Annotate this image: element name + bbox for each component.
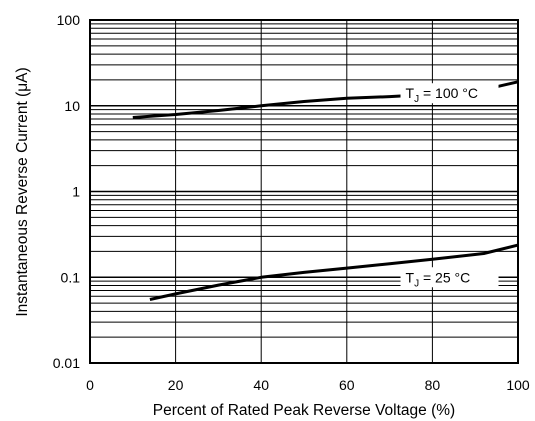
y-tick-label: 1 — [72, 184, 80, 200]
y-tick-label: 100 — [57, 12, 81, 28]
x-tick-labels: 0 20 40 60 80 100 — [86, 377, 530, 393]
series-line-1 — [149, 243, 519, 301]
series-labels: TJ = 100 °C TJ = 25 °C — [400, 83, 499, 289]
x-tick-label: 100 — [506, 377, 530, 393]
series-label-text: TJ = 100 °C — [406, 85, 478, 105]
series-label-background — [400, 267, 499, 288]
y-tick-label: 0.1 — [61, 269, 81, 285]
series-label-0: TJ = 100 °C — [400, 83, 499, 105]
series-label-1: TJ = 25 °C — [400, 267, 499, 289]
series-label-background — [400, 83, 499, 104]
y-tick-label: 10 — [64, 98, 80, 114]
grid — [90, 20, 518, 363]
y-tick-label: 0.01 — [53, 355, 80, 371]
y-axis-title: Instantaneous Reverse Current (μA) — [14, 67, 31, 316]
series-label-text: TJ = 25 °C — [406, 269, 471, 289]
x-axis-title: Percent of Rated Peak Reverse Voltage (%… — [153, 402, 455, 419]
y-tick-labels: 0.01 0.1 1 10 100 — [53, 12, 80, 371]
x-tick-label: 60 — [339, 377, 355, 393]
x-tick-label: 80 — [425, 377, 441, 393]
x-tick-label: 0 — [86, 377, 94, 393]
x-tick-label: 40 — [253, 377, 269, 393]
x-tick-label: 20 — [168, 377, 184, 393]
plot-frame — [89, 19, 519, 364]
